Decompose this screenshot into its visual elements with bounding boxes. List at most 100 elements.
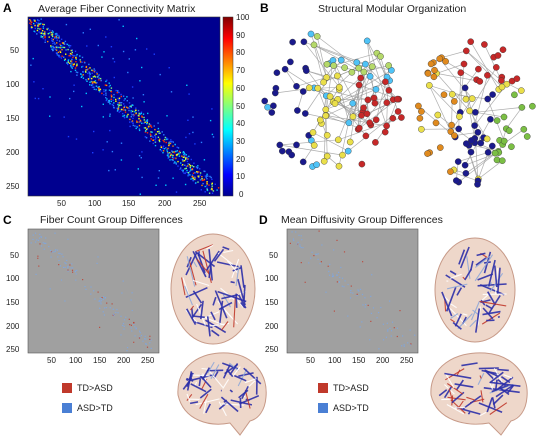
matrix-cell bbox=[102, 299, 104, 301]
matrix-cell bbox=[387, 330, 389, 332]
matrix-cell bbox=[157, 136, 160, 138]
matrix-cell bbox=[75, 58, 77, 60]
matrix-cell bbox=[113, 93, 115, 96]
matrix-cell bbox=[321, 244, 323, 246]
matrix-cell bbox=[135, 109, 137, 111]
matrix-cell bbox=[63, 116, 65, 118]
matrix-cell bbox=[157, 177, 160, 179]
network-node bbox=[326, 93, 334, 100]
network-node bbox=[461, 84, 469, 92]
matrix-cell bbox=[341, 285, 343, 287]
matrix-cell bbox=[100, 303, 102, 305]
matrix-cell bbox=[71, 49, 73, 51]
matrix-cell bbox=[159, 138, 161, 140]
matrix-cell bbox=[58, 40, 61, 42]
y-tick-label: 150 bbox=[6, 114, 20, 123]
matrix-cell bbox=[170, 153, 172, 155]
matrix-cell bbox=[103, 296, 105, 298]
connection-edge bbox=[192, 315, 205, 319]
network-node bbox=[466, 107, 473, 115]
matrix-cell bbox=[59, 43, 61, 46]
network-edge bbox=[316, 36, 327, 78]
matrix-cell bbox=[103, 51, 105, 53]
matrix-cell bbox=[195, 182, 197, 184]
matrix-cell bbox=[317, 258, 319, 260]
matrix-cell bbox=[85, 66, 87, 68]
matrix-cell bbox=[142, 340, 144, 342]
matrix-cell bbox=[139, 193, 141, 195]
matrix-cell bbox=[169, 154, 172, 157]
matrix-cell bbox=[59, 46, 61, 49]
network-edge bbox=[325, 102, 353, 117]
connection-edge bbox=[492, 394, 504, 406]
connection-edge bbox=[474, 254, 494, 282]
matrix-cell bbox=[71, 62, 73, 64]
matrix-cell bbox=[402, 335, 404, 337]
matrix-cell bbox=[135, 328, 137, 330]
network-node bbox=[323, 74, 330, 81]
matrix-cell bbox=[67, 63, 69, 66]
matrix-cell bbox=[370, 295, 372, 297]
matrix-cell bbox=[122, 50, 125, 53]
matrix-cell bbox=[203, 159, 206, 161]
legend-label: ASD>TD bbox=[333, 403, 369, 413]
connection-edge bbox=[477, 306, 482, 326]
matrix-cell bbox=[64, 58, 66, 60]
panel-b-letter: B bbox=[260, 1, 269, 15]
connection-edge bbox=[222, 246, 230, 251]
matrix-cell bbox=[105, 80, 107, 83]
matrix-cell bbox=[208, 192, 211, 194]
connection-edge bbox=[203, 399, 207, 414]
matrix-cell bbox=[182, 151, 185, 153]
connection-edge bbox=[443, 386, 453, 399]
network-node bbox=[511, 91, 518, 99]
matrix-cell bbox=[175, 162, 177, 164]
matrix-cell bbox=[128, 102, 131, 104]
connection-edge bbox=[216, 261, 239, 268]
connection-edge bbox=[205, 250, 220, 271]
matrix-cell bbox=[49, 29, 51, 31]
matrix-cell bbox=[131, 330, 133, 332]
panel-c-brain-axial bbox=[170, 233, 256, 345]
network-edge bbox=[506, 107, 523, 129]
matrix-cell bbox=[211, 178, 213, 180]
matrix-cell bbox=[191, 165, 193, 167]
matrix-cell bbox=[30, 64, 32, 66]
network-node bbox=[317, 116, 324, 124]
matrix-cell bbox=[106, 141, 108, 143]
matrix-cell bbox=[39, 233, 41, 235]
matrix-cell bbox=[89, 84, 91, 86]
matrix-cell bbox=[138, 129, 141, 132]
matrix-cell bbox=[409, 344, 411, 346]
matrix-cell bbox=[111, 103, 113, 106]
matrix-cell bbox=[399, 310, 401, 312]
matrix-cell bbox=[117, 312, 119, 314]
network-node bbox=[281, 65, 289, 73]
network-node bbox=[322, 106, 330, 113]
matrix-cell bbox=[69, 62, 71, 64]
network-node bbox=[394, 108, 402, 115]
matrix-cell bbox=[136, 126, 139, 128]
matrix-cell bbox=[50, 256, 52, 258]
matrix-cell bbox=[34, 31, 36, 33]
network-node bbox=[363, 110, 371, 118]
matrix-cell bbox=[184, 168, 186, 170]
matrix-cell bbox=[189, 174, 191, 176]
matrix-cell bbox=[49, 288, 51, 290]
matrix-cell bbox=[37, 22, 39, 25]
matrix-cell bbox=[367, 304, 369, 306]
matrix-cell bbox=[154, 144, 157, 147]
matrix-cell bbox=[201, 178, 203, 180]
network-edge bbox=[466, 50, 502, 81]
matrix-cell bbox=[42, 33, 44, 35]
matrix-cell bbox=[57, 37, 59, 39]
matrix-cell bbox=[54, 48, 56, 50]
y-tick-label: 150 bbox=[265, 298, 279, 307]
network-node bbox=[468, 95, 476, 102]
matrix-cell bbox=[186, 165, 189, 167]
matrix-cell bbox=[91, 84, 93, 86]
matrix-cell bbox=[63, 266, 65, 268]
matrix-cell bbox=[81, 105, 83, 108]
matrix-cell bbox=[186, 169, 188, 172]
matrix-cell bbox=[127, 113, 129, 116]
